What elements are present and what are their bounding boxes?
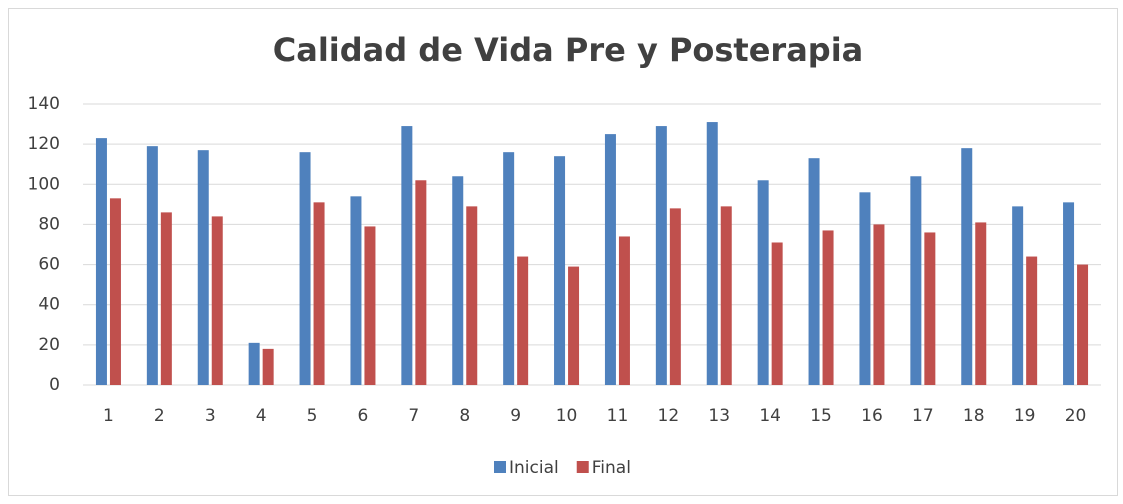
bar xyxy=(655,126,667,385)
y-tick-label: 0 xyxy=(49,375,60,395)
x-tick-label: 6 xyxy=(358,406,369,426)
bar xyxy=(859,192,871,385)
legend-label: Final xyxy=(592,458,631,478)
bar xyxy=(350,196,362,385)
x-tick-label: 14 xyxy=(759,406,781,426)
y-tick-label: 20 xyxy=(38,335,60,355)
bar xyxy=(720,206,732,385)
x-tick-label: 3 xyxy=(205,406,216,426)
legend-swatch xyxy=(494,461,506,473)
bar xyxy=(517,256,529,385)
bar xyxy=(961,148,973,385)
bar xyxy=(452,176,464,385)
bar xyxy=(401,126,413,385)
bar xyxy=(197,150,209,385)
bar xyxy=(910,176,922,385)
bar xyxy=(808,158,820,385)
x-tick-label: 7 xyxy=(408,406,419,426)
bar xyxy=(146,146,158,385)
x-tick-label: 1 xyxy=(103,406,114,426)
y-tick-label: 100 xyxy=(28,174,60,194)
x-tick-label: 10 xyxy=(556,406,578,426)
legend-label: Inicial xyxy=(509,458,559,478)
bar xyxy=(568,266,580,385)
bar xyxy=(873,224,885,385)
x-tick-label: 19 xyxy=(1014,406,1036,426)
y-tick-label: 80 xyxy=(38,214,60,234)
bar xyxy=(554,156,566,385)
x-tick-label: 17 xyxy=(912,406,934,426)
bar xyxy=(1063,202,1075,385)
bar xyxy=(771,242,783,385)
x-tick-label: 18 xyxy=(963,406,985,426)
y-tick-label: 60 xyxy=(38,255,60,275)
bar xyxy=(604,134,616,385)
bar xyxy=(618,236,630,385)
bar xyxy=(313,202,325,385)
bar xyxy=(262,348,274,385)
x-tick-label: 12 xyxy=(658,406,680,426)
legend-swatch xyxy=(576,461,589,473)
x-tick-label: 16 xyxy=(861,406,883,426)
bar xyxy=(757,180,769,385)
x-tick-label: 8 xyxy=(459,406,470,426)
x-tick-label: 20 xyxy=(1065,406,1087,426)
bar xyxy=(1012,206,1024,385)
bar xyxy=(466,206,478,385)
x-tick-label: 13 xyxy=(708,406,730,426)
bar xyxy=(1026,256,1038,385)
bar xyxy=(924,232,936,385)
bar xyxy=(669,208,681,385)
x-tick-label: 9 xyxy=(510,406,521,426)
x-tick-label: 11 xyxy=(607,406,629,426)
x-tick-label: 15 xyxy=(810,406,832,426)
bar xyxy=(109,198,121,385)
bar xyxy=(95,138,107,385)
bar xyxy=(160,212,172,385)
chart-title: Calidad de Vida Pre y Posterapia xyxy=(273,31,864,69)
bar xyxy=(415,180,427,385)
x-tick-label: 2 xyxy=(154,406,165,426)
bar xyxy=(975,222,987,385)
y-tick-label: 140 xyxy=(28,94,60,114)
bar xyxy=(706,122,718,386)
bar xyxy=(822,230,834,385)
y-tick-label: 120 xyxy=(28,134,60,154)
bar xyxy=(248,342,260,385)
bar xyxy=(299,152,311,385)
x-tick-label: 5 xyxy=(307,406,318,426)
y-tick-label: 40 xyxy=(38,295,60,315)
bar xyxy=(503,152,515,385)
x-tick-label: 4 xyxy=(256,406,267,426)
bar xyxy=(211,216,223,385)
bar xyxy=(364,226,376,385)
bar xyxy=(1077,264,1089,385)
